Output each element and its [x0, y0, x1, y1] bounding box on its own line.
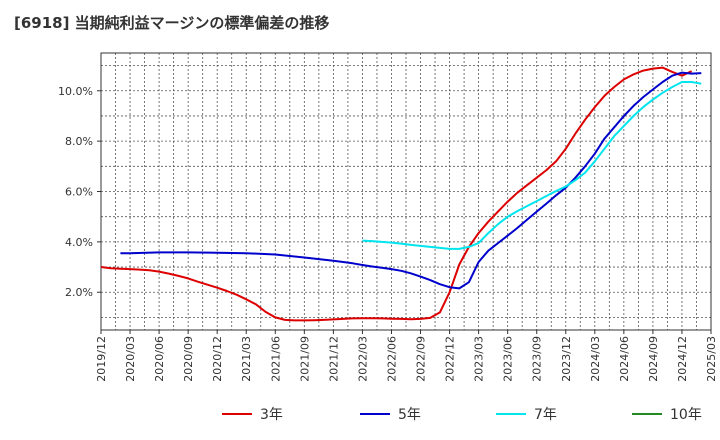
x-tick-label: 2022/06: [385, 336, 398, 382]
x-tick-label: 2025/03: [705, 336, 718, 382]
x-tick-label: 2019/12: [95, 336, 108, 382]
legend-label-1: 3年: [260, 407, 283, 423]
legend: 3年 5年 7年 10年: [222, 407, 702, 423]
series-line-3: [362, 81, 702, 250]
y-axis-ticks: 2.0% 4.0% 6.0% 8.0% 10.0%: [58, 85, 101, 299]
x-tick-label: 2021/09: [298, 336, 311, 382]
x-tick-label: 2023/12: [560, 336, 573, 382]
x-tick-label: 2020/12: [211, 336, 224, 382]
x-tick-label: 2024/06: [618, 336, 631, 382]
x-tick-label: 2023/03: [473, 336, 486, 382]
x-axis-ticks: 2019/12 2020/03 2020/06 2020/09 2020/12 2021/…: [95, 330, 718, 382]
x-tick-label: 2021/03: [240, 336, 253, 382]
series-line-2: [120, 71, 702, 290]
y-tick-label: 10.0%: [58, 85, 93, 98]
x-tick-label: 2022/03: [356, 336, 369, 382]
legend-label-2: 5年: [398, 407, 421, 423]
x-tick-label: 2020/09: [182, 336, 195, 382]
legend-label-3: 7年: [534, 407, 557, 423]
y-tick-label: 4.0%: [65, 236, 93, 249]
x-tick-label: 2022/12: [444, 336, 457, 382]
x-tick-label: 2023/09: [531, 336, 544, 382]
x-tick-label: 2020/06: [153, 336, 166, 382]
x-tick-label: 2021/12: [327, 336, 340, 382]
y-tick-label: 6.0%: [65, 186, 93, 199]
legend-label-4: 10年: [670, 407, 702, 423]
y-tick-label: 2.0%: [65, 286, 93, 299]
y-tick-label: 8.0%: [65, 135, 93, 148]
series-line-1: [100, 66, 693, 322]
x-tick-label: 2023/06: [502, 336, 515, 382]
x-tick-label: 2024/09: [647, 336, 660, 382]
x-tick-label: 2022/09: [415, 336, 428, 382]
grid-layer: [100, 53, 712, 330]
x-tick-label: 2024/03: [589, 336, 602, 382]
x-tick-label: 2024/12: [676, 336, 689, 382]
x-tick-label: 2021/06: [269, 336, 282, 382]
x-tick-label: 2020/03: [124, 336, 137, 382]
series-layer: [100, 66, 702, 322]
chart-title: [6918] 当期純利益マージンの標準偏差の推移: [14, 14, 330, 32]
